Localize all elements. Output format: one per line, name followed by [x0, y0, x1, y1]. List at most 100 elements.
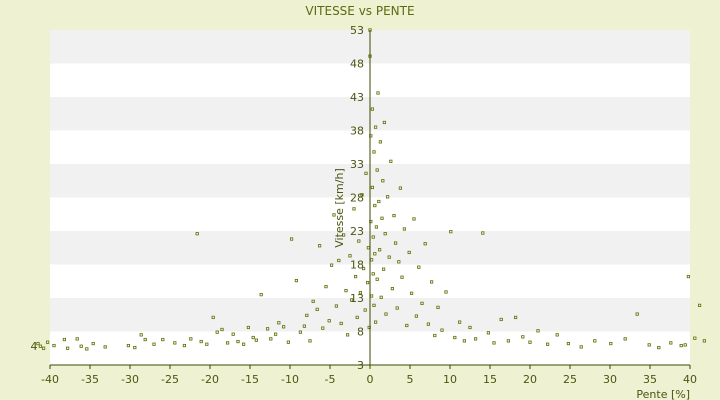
y-tick-label: 18 [350, 259, 364, 272]
data-point [683, 343, 687, 347]
data-point [339, 321, 343, 326]
data-point [289, 237, 294, 241]
data-point [126, 343, 130, 348]
data-point [407, 250, 411, 255]
data-point [231, 332, 235, 336]
data-point [528, 340, 532, 344]
x-tick-label: 40 [683, 373, 697, 386]
y-tick-label: 13 [350, 292, 364, 305]
y-tick-label: 3 [357, 359, 364, 372]
data-point [669, 341, 673, 345]
data-point [395, 306, 399, 310]
data-point [647, 343, 651, 347]
data-point [377, 248, 382, 252]
data-point [486, 331, 491, 335]
data-point [381, 179, 385, 183]
data-point [337, 258, 341, 263]
data-point [373, 320, 378, 324]
data-point [273, 332, 278, 336]
data-point [286, 340, 291, 344]
data-point [374, 225, 379, 229]
data-point [481, 231, 485, 235]
data-point [412, 217, 416, 221]
data-point [499, 317, 503, 322]
data-point [417, 265, 421, 269]
data-point [433, 333, 437, 338]
data-point [382, 120, 387, 125]
x-tick-label: 25 [563, 373, 577, 386]
x-tick-label: 15 [483, 373, 497, 386]
data-point [361, 266, 366, 271]
x-tick-label: -10 [281, 373, 299, 386]
data-point [555, 333, 559, 337]
data-point [373, 125, 378, 129]
data-point [215, 330, 219, 334]
data-point [103, 345, 107, 349]
data-point [536, 329, 540, 333]
data-point [341, 233, 346, 237]
data-point [332, 213, 336, 217]
data-point [363, 308, 367, 312]
data-point [46, 340, 50, 344]
data-point [358, 291, 363, 295]
data-point [376, 91, 380, 95]
data-point [75, 337, 79, 341]
data-point [372, 150, 376, 154]
data-point [397, 260, 401, 264]
data-point [473, 337, 478, 341]
data-point [426, 322, 431, 326]
y-tick-label: 43 [350, 91, 364, 104]
data-point [139, 333, 143, 337]
data-point [468, 325, 472, 330]
data-point [380, 216, 384, 220]
data-point [402, 227, 407, 231]
data-point [384, 312, 388, 316]
x-tick-label: 20 [523, 373, 537, 386]
data-point [462, 339, 467, 343]
data-point [353, 274, 358, 279]
x-tick-label: -30 [121, 373, 139, 386]
data-point [365, 280, 370, 285]
data-point [241, 342, 246, 346]
data-point [377, 199, 381, 204]
data-point [364, 171, 368, 175]
data-point [205, 342, 209, 346]
data-point [609, 341, 613, 346]
data-point [521, 335, 525, 339]
data-point [348, 254, 352, 258]
x-tick-labels: -40 -35 -30 -25 -20 -15 -10 -5 0 5 10 15 20 25 30 35 40 [41, 373, 697, 386]
data-point [344, 289, 348, 293]
y-tick-label: 53 [350, 24, 364, 37]
chart-title: VITESSE vs PENTE [305, 4, 414, 18]
data-point [392, 213, 396, 218]
data-point [324, 285, 328, 289]
x-tick-label: 0 [367, 373, 374, 386]
data-point [686, 274, 691, 279]
data-point [315, 307, 319, 311]
data-point [173, 341, 177, 345]
x-tick-label: 5 [407, 373, 414, 386]
data-point [514, 315, 518, 320]
data-point [143, 337, 147, 342]
y-tick-label: 23 [350, 225, 364, 238]
data-point [375, 168, 379, 172]
data-point [369, 294, 374, 298]
data-point [327, 319, 331, 323]
data-point [311, 299, 315, 303]
x-tick-label: 30 [603, 373, 617, 386]
data-point [429, 280, 434, 284]
axes [49, 30, 691, 369]
data-point [623, 337, 627, 341]
data-point [506, 339, 511, 343]
x-axis-label: Pente [%] [636, 388, 690, 400]
data-point [349, 298, 354, 302]
data-point [409, 291, 414, 295]
data-point [492, 341, 496, 345]
data-point [566, 341, 571, 346]
data-point [302, 324, 307, 328]
y-tick-label: 38 [350, 125, 364, 138]
data-point [702, 339, 707, 343]
data-point [593, 339, 597, 343]
data-point [369, 258, 374, 262]
data-point [85, 347, 89, 351]
